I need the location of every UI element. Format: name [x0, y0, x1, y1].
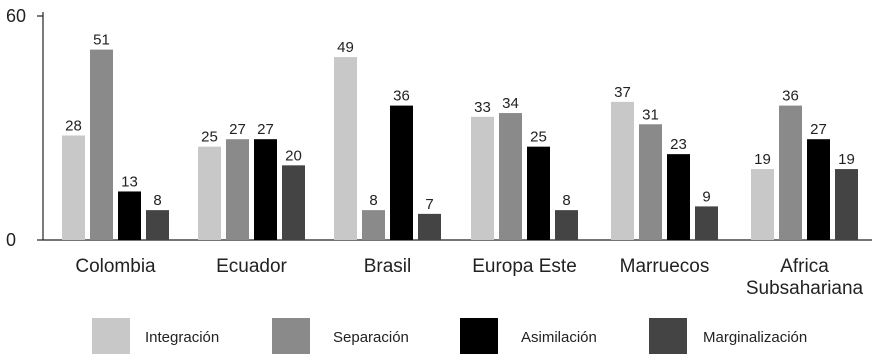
legend-swatch [92, 318, 130, 354]
x-tick-label: Europa Este [472, 256, 577, 277]
legend-label: Marginalización [703, 329, 807, 346]
bar [418, 213, 441, 240]
data-label: 25 [201, 129, 218, 146]
y-tick-label: 60 [6, 6, 26, 26]
data-label: 7 [425, 196, 433, 213]
data-label: 8 [562, 192, 570, 209]
bar [555, 210, 578, 240]
data-label: 25 [530, 129, 547, 146]
bar [639, 124, 662, 240]
bar [90, 49, 113, 240]
bar [198, 146, 221, 240]
legend-label: Separación [333, 329, 409, 346]
bar [362, 210, 385, 240]
data-label: 37 [614, 84, 631, 101]
data-label: 27 [257, 121, 274, 138]
y-tick-label: 0 [6, 230, 16, 250]
legend: Integración Separación Asimilación Marginal… [92, 318, 807, 354]
data-label: 36 [782, 88, 799, 105]
legend-label: Integración [145, 329, 219, 346]
data-label: 28 [65, 117, 82, 134]
data-label: 19 [754, 151, 771, 168]
bar [254, 139, 277, 240]
data-label: 20 [285, 147, 302, 164]
bar [807, 139, 830, 240]
bar [62, 135, 85, 240]
data-label: 9 [702, 188, 710, 205]
bar [835, 169, 858, 240]
bar [527, 146, 550, 240]
data-label: 23 [670, 136, 687, 153]
bar [146, 210, 169, 240]
x-tick-label: Subsahariana [746, 278, 864, 299]
x-tick-labels: Colombia Ecuador Brasil Europa Este Marrueco… [75, 256, 863, 299]
legend-label: Asimilación [521, 329, 597, 346]
bar [334, 57, 357, 240]
x-tick-label: Africa [780, 256, 829, 277]
data-label: 34 [502, 95, 519, 112]
bar [779, 105, 802, 240]
bar [282, 165, 305, 240]
bar [471, 116, 494, 240]
bar [751, 169, 774, 240]
data-labels: 28 51 13 8 25 27 27 20 49 8 36 7 33 34 25 8 37 31 23 9 19 36 2… [65, 32, 855, 213]
data-label: 31 [642, 106, 659, 123]
bar [499, 113, 522, 240]
data-label: 51 [93, 32, 110, 49]
data-label: 8 [153, 192, 161, 209]
x-tick-label: Brasil [364, 256, 412, 277]
x-tick-label: Colombia [75, 256, 156, 277]
bar [695, 206, 718, 240]
bar [226, 139, 249, 240]
bar [611, 101, 634, 240]
data-label: 27 [810, 121, 827, 138]
bars [62, 49, 858, 240]
data-label: 8 [369, 192, 377, 209]
legend-swatch [460, 318, 498, 354]
data-label: 49 [337, 39, 354, 56]
axes: 0 60 [6, 6, 872, 250]
legend-swatch [649, 318, 687, 354]
x-tick-label: Marruecos [620, 256, 710, 277]
bar [667, 154, 690, 240]
data-label: 13 [121, 173, 138, 190]
legend-swatch [272, 318, 310, 354]
x-tick-label: Ecuador [216, 256, 287, 277]
data-label: 36 [393, 88, 410, 105]
data-label: 27 [229, 121, 246, 138]
bar [390, 105, 413, 240]
data-label: 33 [474, 99, 491, 116]
data-label: 19 [838, 151, 855, 168]
bar [118, 191, 141, 240]
